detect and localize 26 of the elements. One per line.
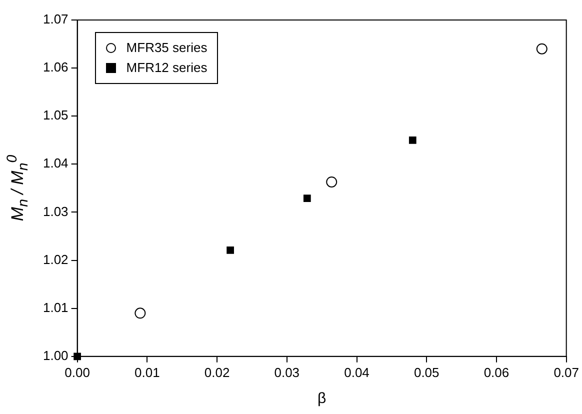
x-tick-label: 0.06 <box>484 364 510 380</box>
x-tick-label: 0.05 <box>414 364 440 380</box>
point <box>74 352 81 360</box>
y-tick-label: 1.04 <box>42 156 68 171</box>
y-tick-label: 1.02 <box>42 252 68 267</box>
point <box>226 246 234 254</box>
y-tick-label: 1.06 <box>42 60 68 75</box>
y-tick-label: 1.03 <box>42 204 68 219</box>
x-tick-label: 0.03 <box>274 364 300 380</box>
point <box>408 136 416 144</box>
legend-label: MFR35 series <box>126 39 208 57</box>
y-tick-label: 1.05 <box>42 108 68 123</box>
x-tick-label: 0.02 <box>204 364 230 380</box>
x-axis-title: β <box>317 390 326 407</box>
point <box>536 43 548 54</box>
x-tick-label: 0.01 <box>134 364 160 380</box>
point <box>134 308 146 319</box>
point <box>326 176 338 188</box>
y-tick-label: 1.01 <box>42 300 68 315</box>
y-tick-label: 1.07 <box>42 12 68 27</box>
legend-label: MFR12 series <box>126 59 208 77</box>
point <box>303 194 311 202</box>
y-tick-label: 1.00 <box>42 348 68 363</box>
x-tick-label: 0.04 <box>344 364 370 380</box>
x-tick-label: 0.00 <box>64 364 90 380</box>
x-tick-label: 0.07 <box>554 364 580 380</box>
